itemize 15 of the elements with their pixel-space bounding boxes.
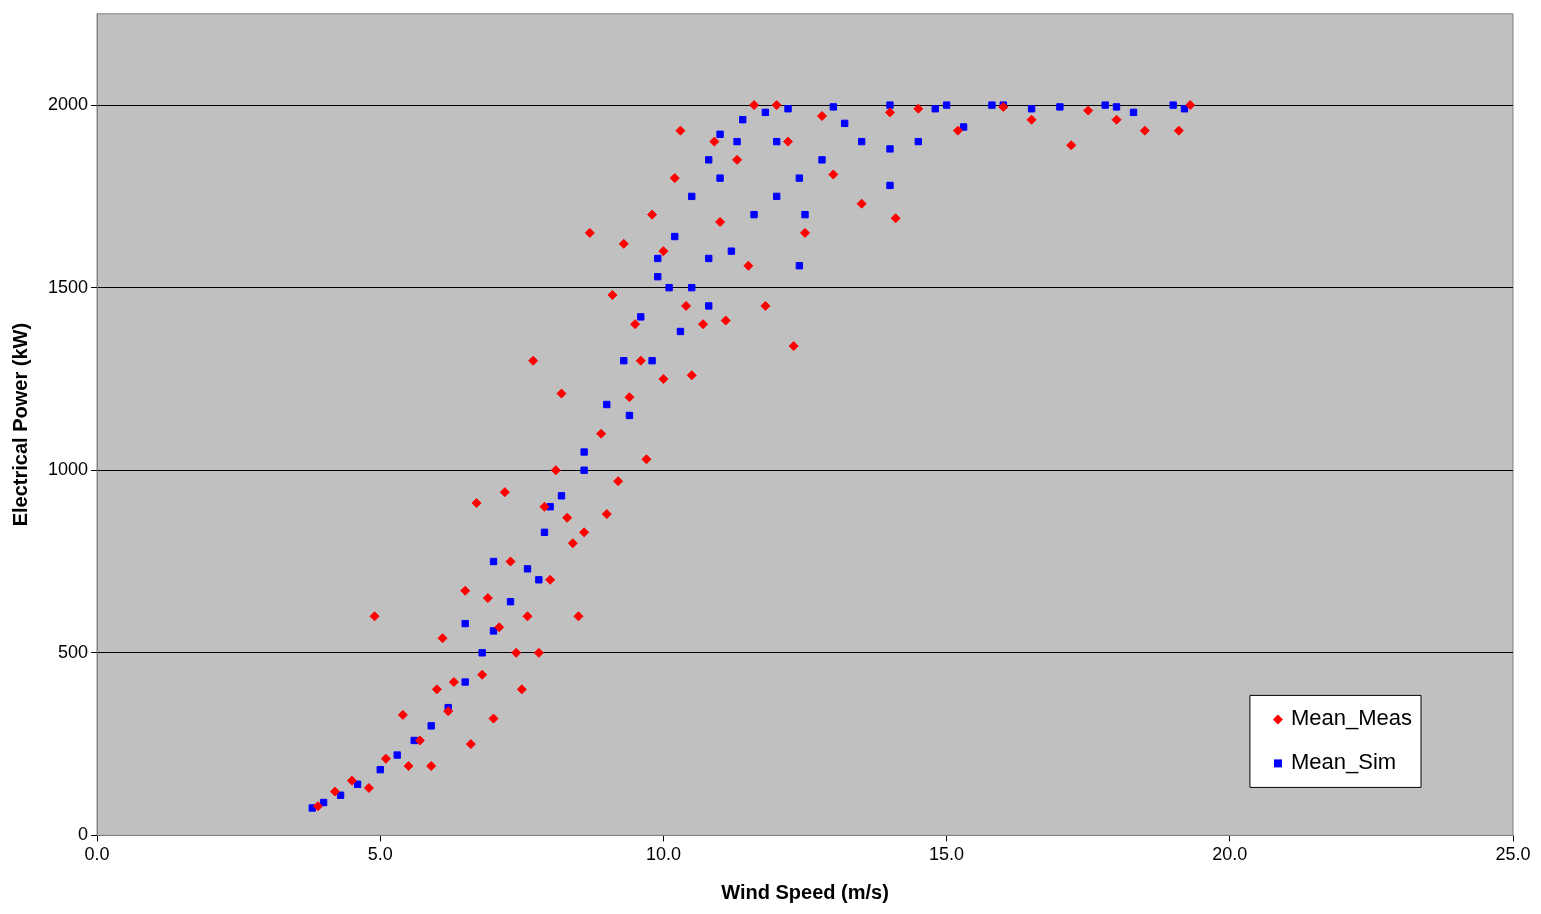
x-tick-label: 25.0 xyxy=(1495,844,1531,865)
y-tick-label: 1500 xyxy=(48,276,89,297)
legend-label: Mean_Meas xyxy=(1290,705,1413,731)
x-tick-label: 10.0 xyxy=(645,844,681,865)
y-tick-label: 500 xyxy=(58,641,89,662)
x-tick-label: 0.0 xyxy=(84,844,110,865)
x-tick-label: 15.0 xyxy=(929,844,965,865)
x-tick-label: 20.0 xyxy=(1212,844,1248,865)
y-tick-label: 1000 xyxy=(48,459,89,480)
y-axis-title: Electrical Power (kW) xyxy=(8,322,31,527)
x-tick-label: 5.0 xyxy=(367,844,393,865)
x-axis-title: Wind Speed (m/s) xyxy=(721,880,889,903)
y-tick-label: 2000 xyxy=(48,94,89,115)
legend-label: Mean_Sim xyxy=(1290,749,1397,775)
y-tick-label: 0 xyxy=(78,824,89,845)
